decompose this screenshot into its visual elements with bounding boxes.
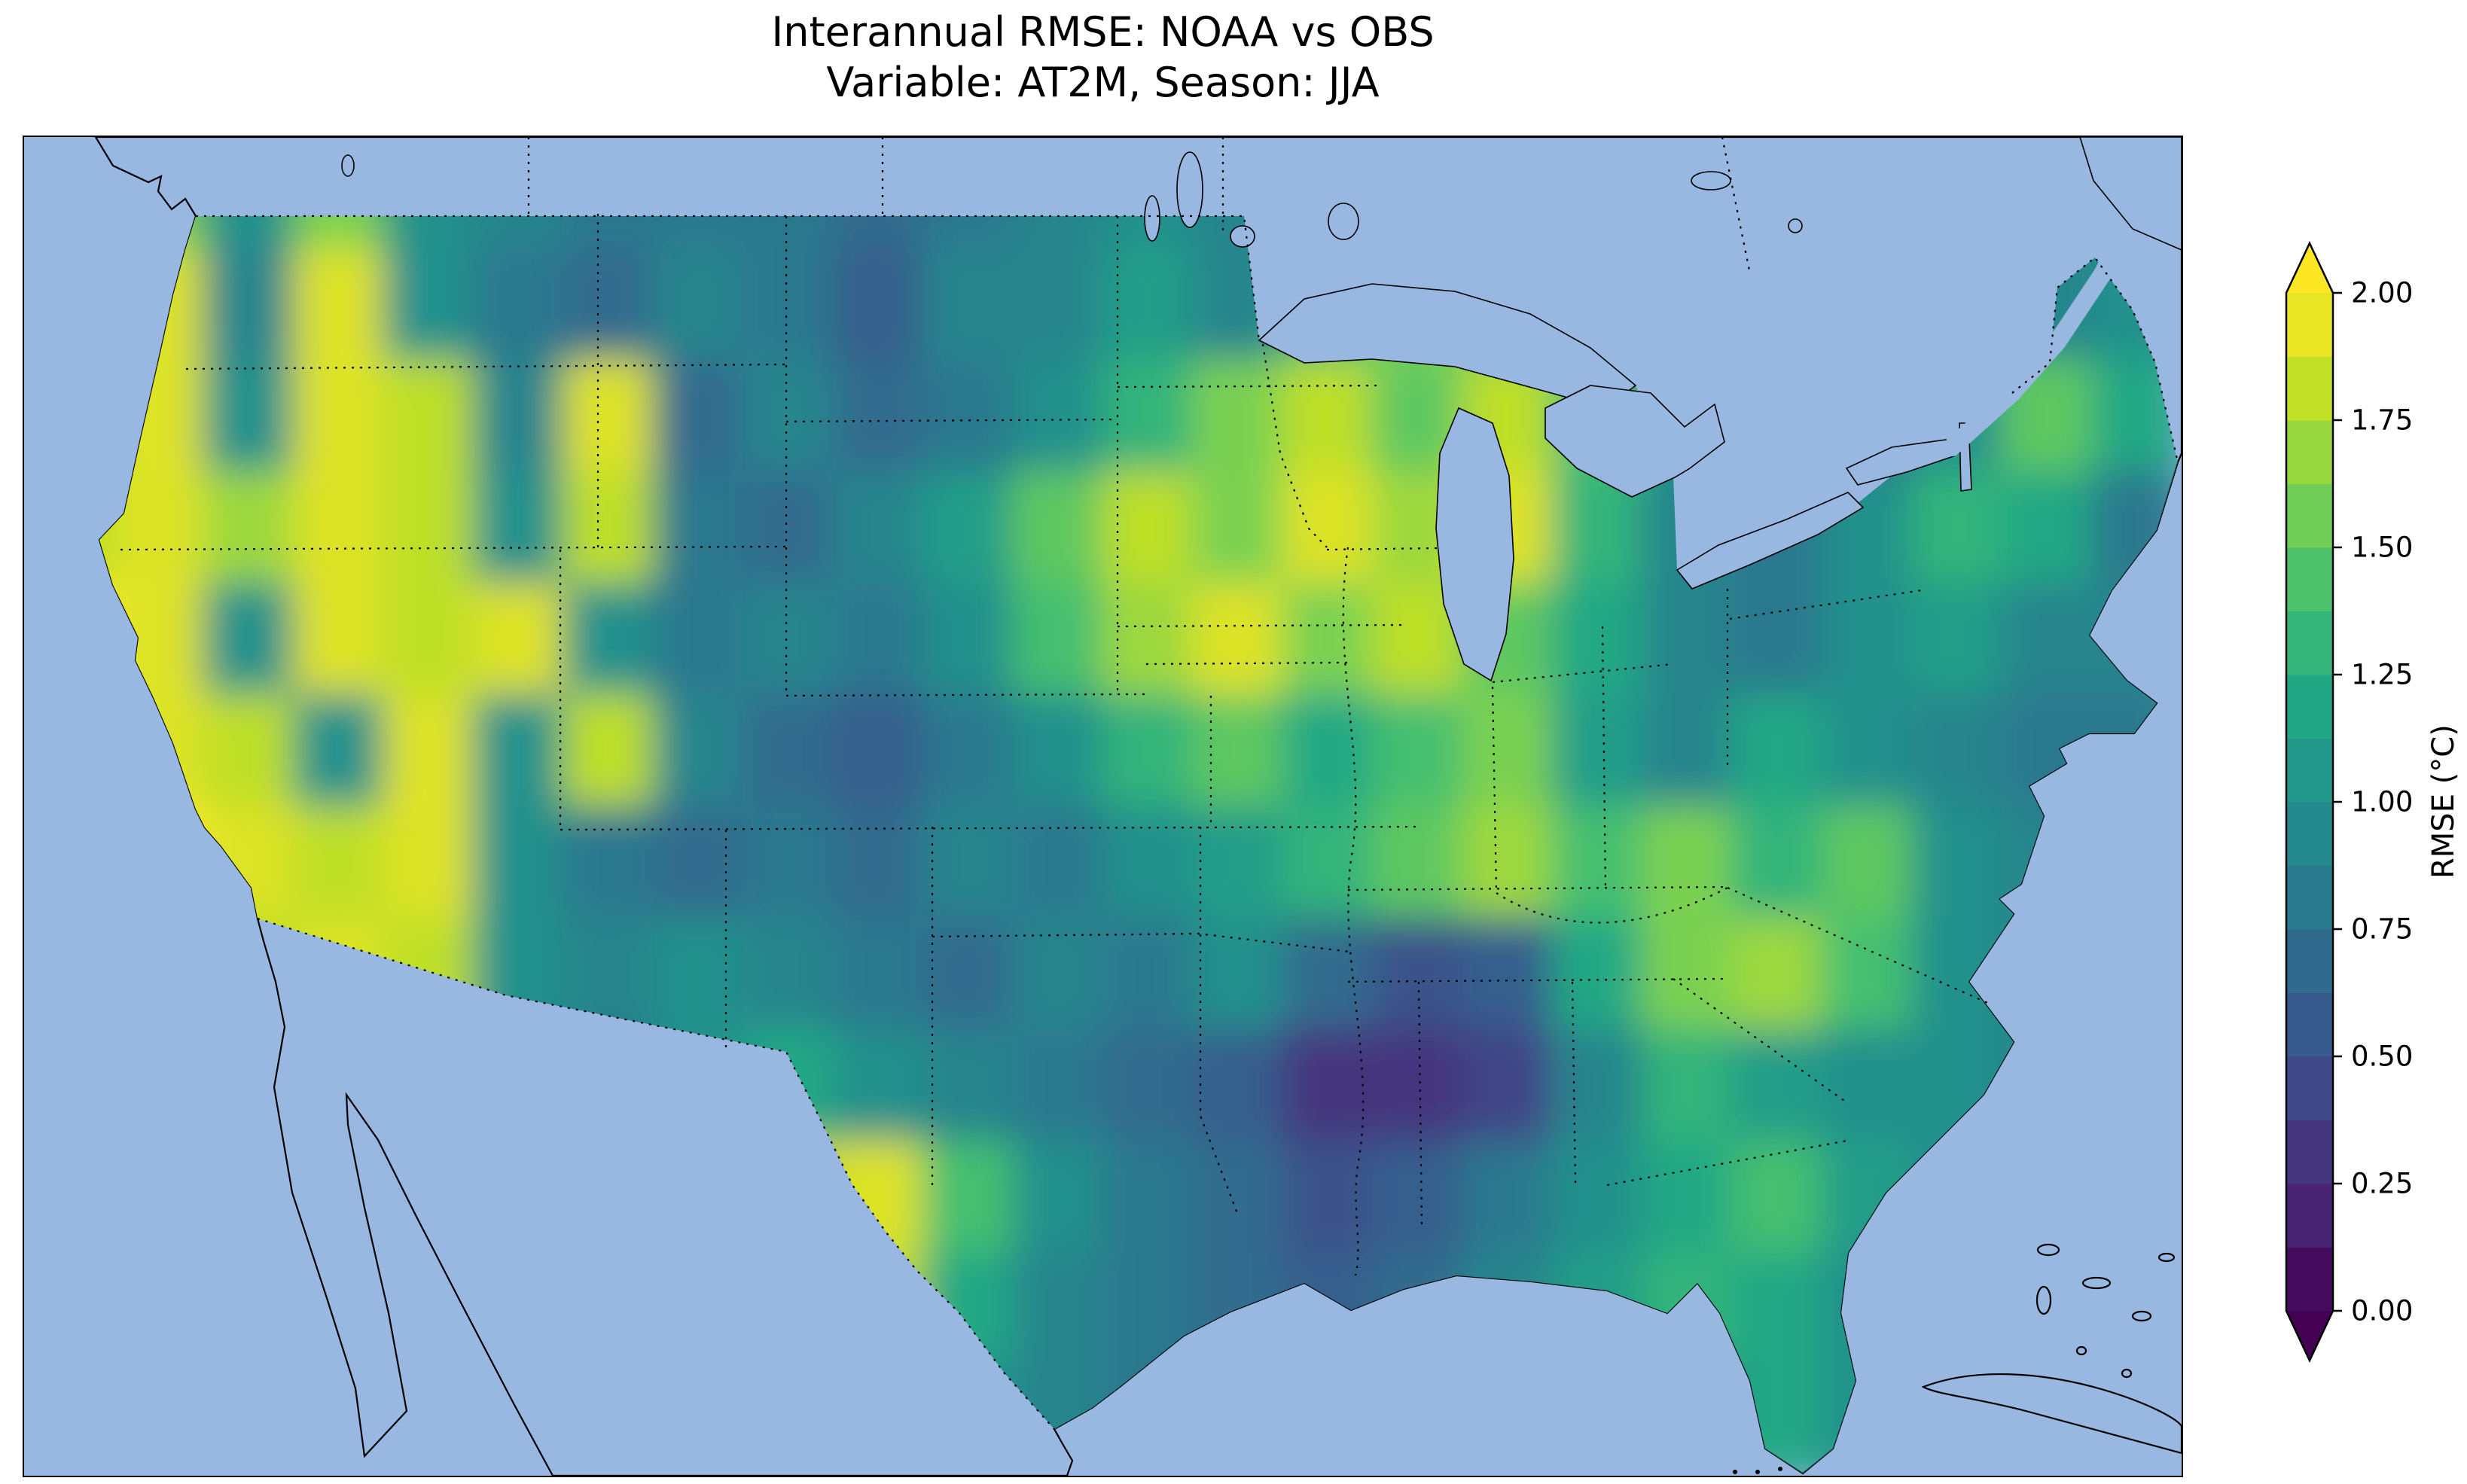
- state-border: [1145, 661, 1349, 666]
- canada-lake: [1691, 171, 1731, 190]
- lake-erie: [1676, 492, 1865, 590]
- florida-keys: [1755, 1470, 1760, 1474]
- small-island: [2121, 1368, 2133, 1379]
- cuba: [1921, 1373, 2182, 1455]
- state-border: [932, 932, 1350, 953]
- lake-of-the-woods: [1230, 225, 1255, 248]
- lake-superior: [1258, 283, 1637, 409]
- svg-text:0.00: 0.00: [2351, 1295, 2413, 1327]
- bahamas-island: [2081, 1276, 2112, 1290]
- gulf-of-st-lawrence: [2079, 137, 2182, 251]
- state-border: [1571, 981, 1577, 1184]
- canada-lake: [1788, 218, 1803, 233]
- lake-nipigon: [1328, 203, 1359, 240]
- state-border: [120, 545, 787, 551]
- colorbar-svg: 0.00 0.25 0.50 0.75 1.00 1.25 1.50 1.75 2.00: [2285, 241, 2413, 1363]
- map-axes: [23, 136, 2183, 1477]
- province-border: [1721, 137, 1752, 275]
- svg-text:1.50: 1.50: [2351, 532, 2413, 564]
- state-border: [1326, 547, 1439, 551]
- state-border: [785, 418, 1118, 423]
- chart-title: Interannual RMSE: NOAA vs OBS Variable: …: [23, 8, 2183, 108]
- colorbar-bands: [2286, 243, 2333, 1361]
- islands-layer: [1733, 1243, 2182, 1474]
- us-canada-border: [196, 215, 1261, 341]
- chart-title-line2: Variable: AT2M, Season: JJA: [826, 58, 1380, 106]
- state-border: [1347, 885, 1728, 891]
- state-border: [1261, 343, 1328, 548]
- borders-layer: [120, 137, 2179, 1430]
- mississippi-river-border: [1342, 547, 1365, 1276]
- lake-huron: [1545, 385, 1725, 498]
- lake-manitoba: [1144, 195, 1160, 242]
- bahamas-island: [2131, 1310, 2152, 1322]
- state-border: [1491, 686, 1498, 892]
- state-border: [1117, 623, 1407, 628]
- state-border: [785, 693, 1145, 697]
- bahamas-island: [2157, 1252, 2176, 1263]
- state-border: [1601, 626, 1607, 892]
- svg-text:1.25: 1.25: [2351, 659, 2413, 691]
- st-lawrence-river: [1943, 203, 2143, 456]
- svg-text:2.00: 2.00: [2351, 277, 2413, 309]
- svg-text:1.75: 1.75: [2351, 404, 2413, 437]
- florida-keys: [1778, 1467, 1782, 1471]
- colorbar-ticks: 0.00 0.25 0.50 0.75 1.00 1.25 1.50 1.75 2.00: [2333, 277, 2413, 1327]
- svg-text:0.50: 0.50: [2351, 1041, 2413, 1073]
- state-border: [1347, 977, 1728, 983]
- svg-text:0.75: 0.75: [2351, 913, 2413, 946]
- lake-winnipeg: [1176, 151, 1203, 228]
- florida-keys: [1733, 1470, 1737, 1474]
- bahamas-island: [2036, 1243, 2060, 1257]
- lakes-layer: [341, 137, 2182, 682]
- chart-title-line1: Interannual RMSE: NOAA vs OBS: [771, 8, 1435, 56]
- state-border: [1492, 663, 1674, 684]
- canada-lake: [341, 154, 355, 177]
- svg-text:0.25: 0.25: [2351, 1168, 2413, 1200]
- lake-ontario: [1845, 439, 1955, 486]
- small-island: [2075, 1345, 2087, 1356]
- colorbar-label: RMSE (°C): [2426, 724, 2461, 879]
- svg-text:1.00: 1.00: [2351, 786, 2413, 818]
- map-svg: [24, 137, 2182, 1476]
- andros-island: [2036, 1285, 2052, 1315]
- state-border: [185, 363, 787, 370]
- colorbar: 0.00 0.25 0.50 0.75 1.00 1.25 1.50 1.75 2.00: [2265, 230, 2453, 1389]
- lake-michigan: [1435, 407, 1514, 682]
